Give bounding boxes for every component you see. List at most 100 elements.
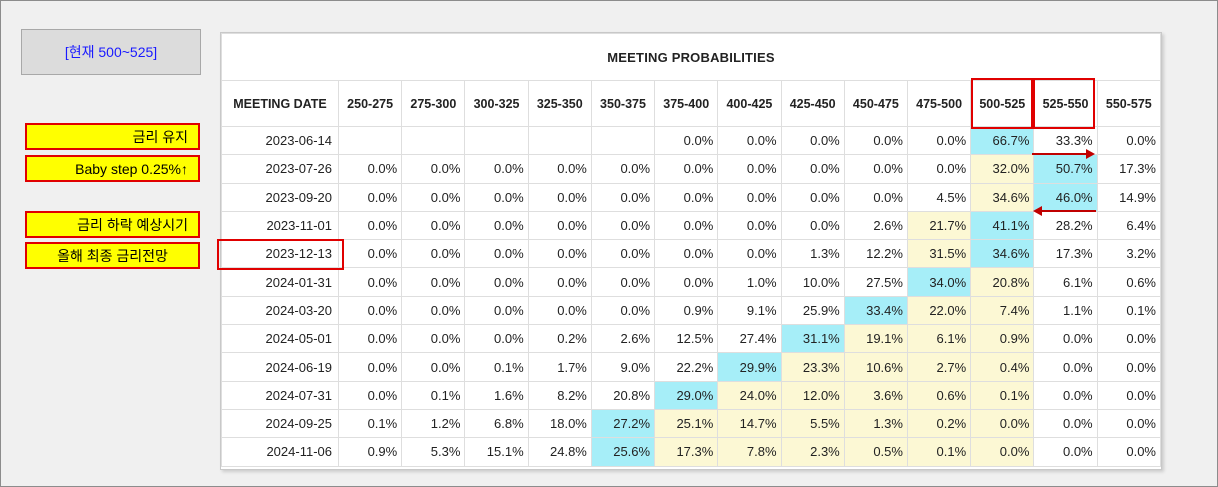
column-header-date: MEETING DATE bbox=[221, 80, 339, 127]
probability-cell: 0.0% bbox=[1033, 380, 1098, 410]
probability-cell: 0.0% bbox=[590, 182, 656, 212]
probability-cell: 27.2% bbox=[590, 408, 656, 439]
arrow-right-icon bbox=[1086, 149, 1095, 159]
probability-cell: 34.6% bbox=[970, 182, 1035, 212]
probability-cell: 0.0% bbox=[527, 267, 592, 297]
arrow-left-icon bbox=[1033, 206, 1042, 216]
probability-cell: 0.0% bbox=[843, 182, 908, 212]
probability-cell: 2.6% bbox=[590, 324, 656, 354]
meeting-date-cell: 2024-07-31 bbox=[221, 380, 339, 410]
probability-cell: 0.0% bbox=[843, 154, 908, 184]
column-header-300-325: 300-325 bbox=[464, 80, 529, 127]
table-row: 2024-07-31 0.0% 0.1% 1.6% 8.2% 20.8% 29.0% 24.0… bbox=[221, 380, 1162, 410]
probability-cell: 0.0% bbox=[906, 154, 972, 184]
probability-cell: 34.0% bbox=[906, 267, 972, 297]
probability-cell: 0.0% bbox=[654, 125, 719, 156]
probability-cell: 31.5% bbox=[906, 239, 972, 269]
probability-cell: 17.3% bbox=[1096, 154, 1162, 184]
probability-cell: 0.0% bbox=[401, 182, 466, 212]
probability-cell: 0.0% bbox=[464, 210, 529, 241]
probability-cell: 7.4% bbox=[970, 295, 1035, 326]
meeting-date-cell: 2024-06-19 bbox=[221, 352, 339, 382]
probability-cell: 0.0% bbox=[1033, 324, 1098, 354]
probability-cell: 10.0% bbox=[780, 267, 845, 297]
probability-cell: 4.5% bbox=[906, 182, 972, 212]
column-header-325-350: 325-350 bbox=[527, 80, 592, 127]
column-header-425-450: 425-450 bbox=[780, 80, 845, 127]
probability-cell: 2.3% bbox=[780, 437, 845, 467]
arrow-line-left bbox=[1042, 210, 1096, 212]
table-row: 2024-11-06 0.9% 5.3% 15.1% 24.8% 25.6% 17.3% 7.… bbox=[221, 437, 1162, 467]
probability-cell: 66.7% bbox=[970, 125, 1035, 156]
table-row: 2024-09-25 0.1% 1.2% 6.8% 18.0% 27.2% 25.1% 14.… bbox=[221, 408, 1162, 439]
meeting-date-cell: 2024-03-20 bbox=[221, 295, 339, 326]
meeting-date-cell: 2024-11-06 bbox=[221, 437, 339, 467]
meeting-date-cell: 2023-09-20 bbox=[221, 182, 339, 212]
probability-cell: 10.6% bbox=[843, 352, 908, 382]
probability-cell: 41.1% bbox=[970, 210, 1035, 241]
probability-cell: 5.3% bbox=[401, 437, 466, 467]
column-header-500-525: 500-525 bbox=[970, 80, 1035, 127]
probability-cell: 14.7% bbox=[717, 408, 782, 439]
probability-cell: 0.0% bbox=[337, 267, 403, 297]
probability-cell: 18.0% bbox=[527, 408, 592, 439]
probability-cell: 0.0% bbox=[654, 210, 719, 241]
probability-cell: 0.0% bbox=[337, 182, 403, 212]
meeting-date-cell: 2024-01-31 bbox=[221, 267, 339, 297]
probability-cell: 15.1% bbox=[464, 437, 529, 467]
probability-cell: 0.0% bbox=[401, 154, 466, 184]
probability-cell bbox=[337, 125, 403, 156]
probability-cell: 0.0% bbox=[527, 154, 592, 184]
probability-cell bbox=[401, 125, 466, 156]
probability-cell: 6.8% bbox=[464, 408, 529, 439]
probability-cell: 0.1% bbox=[1096, 295, 1162, 326]
probability-cell: 28.2% bbox=[1033, 210, 1098, 241]
probability-cell: 0.0% bbox=[527, 295, 592, 326]
probability-cell: 3.2% bbox=[1096, 239, 1162, 269]
probability-cell: 0.0% bbox=[1096, 352, 1162, 382]
probability-cell bbox=[527, 125, 592, 156]
table-row: 2023-11-01 0.0% 0.0% 0.0% 0.0% 0.0% 0.0% 0.0% 0.… bbox=[221, 210, 1162, 241]
probability-cell: 32.0% bbox=[970, 154, 1035, 184]
probability-cell: 0.1% bbox=[464, 352, 529, 382]
probability-cell: 0.1% bbox=[401, 380, 466, 410]
probability-cell: 0.9% bbox=[970, 324, 1035, 354]
probability-cell: 0.1% bbox=[906, 437, 972, 467]
probability-cell: 0.0% bbox=[527, 210, 592, 241]
probability-cell: 0.0% bbox=[401, 324, 466, 354]
probability-cell: 29.9% bbox=[717, 352, 782, 382]
probability-cell: 0.0% bbox=[970, 437, 1035, 467]
probability-cell: 0.6% bbox=[1096, 267, 1162, 297]
column-header-550-575: 550-575 bbox=[1096, 80, 1162, 127]
probability-cell: 0.0% bbox=[337, 380, 403, 410]
probability-cell: 0.0% bbox=[590, 210, 656, 241]
probability-cell: 25.6% bbox=[590, 437, 656, 467]
column-header-525-550: 525-550 bbox=[1033, 80, 1098, 127]
probability-cell: 7.8% bbox=[717, 437, 782, 467]
note-baby-step: Baby step 0.25%↑ bbox=[25, 155, 200, 182]
probability-cell: 2.6% bbox=[843, 210, 908, 241]
probability-cell: 0.0% bbox=[780, 154, 845, 184]
probability-cell: 0.0% bbox=[717, 154, 782, 184]
probability-cell: 0.0% bbox=[401, 210, 466, 241]
column-header-475-500: 475-500 bbox=[906, 80, 972, 127]
probability-cell: 17.3% bbox=[1033, 239, 1098, 269]
probability-cell: 24.8% bbox=[527, 437, 592, 467]
probability-cell: 0.0% bbox=[780, 125, 845, 156]
probability-cell: 0.1% bbox=[970, 380, 1035, 410]
probability-cell: 29.0% bbox=[654, 380, 719, 410]
probability-cell: 3.6% bbox=[843, 380, 908, 410]
note-hold: 금리 유지 bbox=[25, 123, 200, 150]
probability-cell: 19.1% bbox=[843, 324, 908, 354]
probability-cell: 0.1% bbox=[337, 408, 403, 439]
probability-cell: 0.0% bbox=[464, 295, 529, 326]
probability-cell: 1.1% bbox=[1033, 295, 1098, 326]
probability-table: MEETING PROBABILITIES MEETING DATE 250-27… bbox=[221, 33, 1162, 467]
meeting-date-cell: 2023-12-13 bbox=[221, 239, 339, 269]
probability-cell: 0.9% bbox=[654, 295, 719, 326]
probability-cell: 0.0% bbox=[337, 295, 403, 326]
probability-cell: 0.6% bbox=[906, 380, 972, 410]
probability-cell: 0.0% bbox=[401, 239, 466, 269]
probability-cell: 1.6% bbox=[464, 380, 529, 410]
probability-cell: 33.4% bbox=[843, 295, 908, 326]
